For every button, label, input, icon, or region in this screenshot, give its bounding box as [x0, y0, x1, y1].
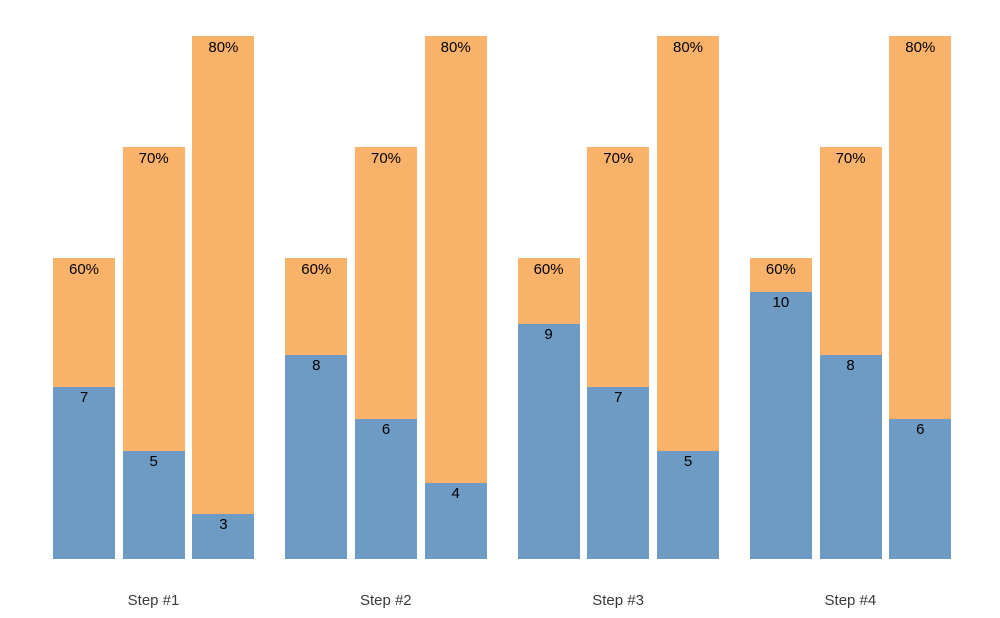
bar-percent-label: 70% [138, 150, 169, 167]
bar-value-label: 3 [219, 516, 228, 534]
bar-value-label: 5 [683, 452, 693, 470]
bar-value-segment: 6 [889, 418, 952, 559]
x-axis-category-label: Step #3 [592, 592, 644, 609]
x-axis-category-label: Step #4 [824, 592, 877, 609]
x-axis-category-label: Step #2 [359, 592, 412, 609]
bar-value-label: 8 [312, 357, 321, 375]
bar-total-segment: 70% 7 [587, 147, 650, 559]
bar-total-segment: 80% 5 [657, 36, 719, 559]
bar-value-segment: 6 [355, 418, 417, 559]
bar-value-segment: 8 [819, 355, 882, 559]
bar-total-segment: 80% 4 [424, 36, 487, 559]
bar-value-segment: 3 [192, 514, 255, 559]
bar-percent-label: 60% [533, 261, 564, 278]
bar-value-label: 7 [614, 389, 623, 407]
bar-value-label: 8 [846, 357, 855, 375]
bar-total-segment: 60% 8 [285, 258, 348, 559]
bar-value-segment: 4 [424, 482, 487, 559]
bar-percent-label: 60% [301, 261, 332, 278]
bar-value-segment: 8 [285, 355, 348, 559]
bar-value-segment: 7 [53, 387, 115, 559]
bar-value-label: 5 [149, 452, 158, 470]
bar-value-segment: 9 [517, 323, 580, 559]
bar-total-segment: 70% 8 [819, 147, 882, 559]
bar-total-segment: 60% 10 [749, 258, 812, 559]
bar-value-segment: 7 [587, 387, 650, 559]
bar-total-segment: 70% 6 [355, 147, 417, 559]
bar-percent-label: 80% [440, 39, 471, 56]
bar-value-segment: 5 [122, 450, 185, 559]
bar-total-segment: 80% 3 [192, 36, 255, 559]
bar-percent-label: 60% [765, 261, 796, 278]
bar-percent-label: 80% [672, 39, 704, 56]
bar-total-segment: 60% 9 [517, 258, 580, 559]
bar-percent-label: 70% [603, 150, 634, 167]
bar-value-label: 6 [916, 420, 925, 438]
bar-value-label: 9 [544, 325, 553, 343]
x-axis-category-label: Step #1 [127, 592, 180, 609]
bar-value-label: 7 [79, 389, 89, 407]
bar-percent-label: 70% [370, 150, 402, 167]
bar-percent-label: 80% [905, 39, 936, 56]
bar-total-segment: 70% 5 [122, 147, 185, 559]
bar-percent-label: 80% [208, 39, 239, 56]
bar-percent-label: 60% [68, 261, 100, 278]
bar-value-label: 4 [451, 484, 460, 502]
bar-total-segment: 60% 7 [53, 258, 115, 559]
bar-value-label: 10 [772, 293, 790, 311]
bar-value-segment: 5 [657, 450, 719, 559]
bar-total-segment: 80% 6 [889, 36, 952, 559]
bar-value-segment: 10 [749, 291, 812, 559]
bar-percent-label: 70% [835, 150, 866, 167]
bar-value-label: 6 [381, 420, 391, 438]
